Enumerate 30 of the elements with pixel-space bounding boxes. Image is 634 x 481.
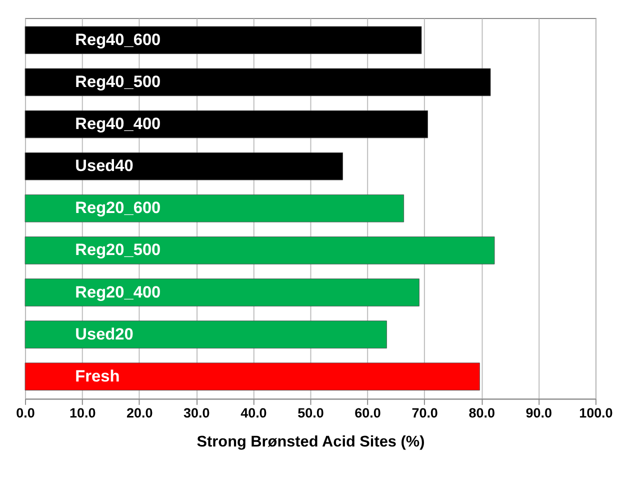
x-tick-label: 20.0 xyxy=(126,405,153,420)
bar xyxy=(24,152,344,180)
y-tick-label: Reg40_400 xyxy=(75,115,161,134)
bar xyxy=(24,110,428,138)
x-tick-label: 90.0 xyxy=(526,405,552,420)
bar xyxy=(24,26,422,54)
y-tick-label: Used40 xyxy=(75,157,134,176)
x-tick-label: 60.0 xyxy=(354,405,381,420)
bar xyxy=(24,362,480,390)
bar xyxy=(24,278,420,306)
y-tick-label: Reg20_400 xyxy=(75,283,161,302)
bar xyxy=(24,320,387,348)
y-tick-label: Reg20_600 xyxy=(75,199,161,218)
bar xyxy=(24,68,491,96)
x-tick-label: 40.0 xyxy=(240,405,267,420)
x-tick-label: 50.0 xyxy=(298,405,324,420)
x-tick-label: 70.0 xyxy=(412,405,438,420)
bar xyxy=(24,236,495,264)
y-tick-label: Used20 xyxy=(75,325,134,344)
y-tick-label: Reg40_500 xyxy=(75,73,161,92)
y-tick-label: Fresh xyxy=(75,367,120,386)
x-axis-title: Strong Brønsted Acid Sites (%) xyxy=(196,433,425,450)
x-tick-label: 0.0 xyxy=(16,405,35,420)
y-tick-label: Reg20_500 xyxy=(75,241,161,260)
x-tick-label: 30.0 xyxy=(184,405,210,420)
x-tick-label: 10.0 xyxy=(69,405,96,420)
bar xyxy=(24,194,404,222)
x-tick-label: 100.0 xyxy=(579,405,613,420)
x-tick-label: 80.0 xyxy=(468,405,495,420)
y-tick-label: Reg40_600 xyxy=(75,30,161,49)
